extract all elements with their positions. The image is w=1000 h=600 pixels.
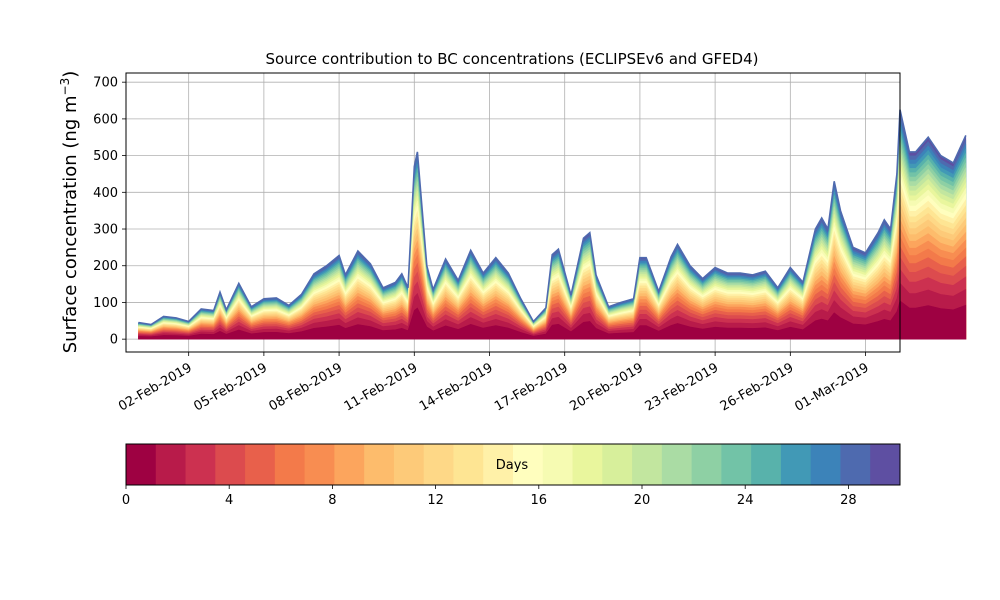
colorbar-swatch	[691, 444, 722, 485]
x-axis-ticks: 02-Feb-201905-Feb-201908-Feb-201911-Feb-…	[116, 352, 872, 415]
colorbar	[126, 444, 901, 485]
x-tick-label: 23-Feb-2019	[643, 360, 722, 414]
x-tick-label: 01-Mar-2019	[792, 360, 871, 414]
x-tick-label: 17-Feb-2019	[492, 360, 571, 414]
plot-frame	[125, 72, 901, 353]
colorbar-swatch	[721, 444, 752, 485]
age-band-area	[138, 282, 967, 340]
colorbar-swatch	[185, 444, 216, 485]
colorbar-tick-label: 8	[328, 493, 336, 508]
colorbar-tick-label: 20	[634, 493, 651, 508]
age-band-area	[138, 300, 967, 340]
x-tick-label: 14-Feb-2019	[417, 360, 496, 414]
x-tick-label: 20-Feb-2019	[567, 360, 646, 414]
colorbar-swatch	[155, 444, 187, 485]
colorbar-swatch	[483, 444, 514, 485]
colorbar-swatch	[215, 444, 246, 485]
colorbar-swatch	[780, 444, 812, 485]
colorbar-label: Days	[496, 458, 529, 473]
colorbar-tick-label: 0	[122, 493, 130, 508]
y-tick-label: 300	[93, 223, 118, 238]
colorbar-swatch	[542, 444, 574, 485]
colorbar-swatch	[661, 444, 693, 485]
x-tick-label: 11-Feb-2019	[342, 360, 421, 414]
chart-title: Source contribution to BC concentrations…	[265, 50, 758, 68]
y-tick-label: 700	[93, 76, 118, 91]
y-axis-label-text: Surface concentration (ng m	[60, 95, 81, 353]
colorbar-swatch	[274, 444, 306, 485]
y-tick-label: 500	[93, 149, 118, 164]
colorbar-tick-label: 4	[225, 493, 233, 508]
y-tick-label: 100	[93, 296, 118, 311]
colorbar-swatch	[572, 444, 603, 485]
colorbar-swatch	[632, 444, 663, 485]
colorbar-swatch	[423, 444, 454, 485]
colorbar-tick-label: 16	[531, 493, 548, 508]
colorbar-swatch	[751, 444, 782, 485]
colorbar-swatch	[334, 444, 365, 485]
y-tick-label: 400	[93, 186, 118, 201]
y-tick-label: 200	[93, 259, 118, 274]
y-tick-label: 600	[93, 112, 118, 127]
y-axis-ticks: 0 100 200 300 400 500 600 700	[93, 76, 126, 348]
colorbar-swatch	[364, 444, 395, 485]
age-band-area	[138, 268, 967, 340]
colorbar-frame	[125, 443, 901, 486]
colorbar-swatch	[245, 444, 276, 485]
y-axis-label: Surface concentration (ng m−3)	[58, 71, 81, 354]
colorbar-swatch	[393, 444, 425, 485]
colorbar-swatch	[513, 444, 544, 485]
colorbar-swatch	[304, 444, 335, 485]
colorbar-swatch	[126, 444, 157, 485]
y-tick-label: 0	[110, 333, 118, 348]
x-tick-label: 26-Feb-2019	[718, 360, 797, 414]
x-tick-label: 02-Feb-2019	[116, 360, 195, 414]
colorbar-tick-label: 28	[840, 493, 857, 508]
y-axis-label-exponent: −3	[58, 78, 72, 96]
age-band-area	[138, 256, 967, 340]
colorbar-swatch	[840, 444, 871, 485]
x-tick-label: 05-Feb-2019	[191, 360, 270, 414]
colorbar-swatch	[602, 444, 633, 485]
stacked-areas	[138, 109, 967, 340]
x-tick-label: 08-Feb-2019	[267, 360, 346, 414]
colorbar-tick-label: 24	[737, 493, 754, 508]
total-line	[138, 109, 967, 326]
colorbar-swatch	[870, 444, 901, 485]
y-axis-label-close: )	[60, 71, 81, 78]
colorbar-ticks: 0 4 8 12 16 20 24 28	[122, 485, 857, 508]
colorbar-tick-label: 12	[427, 493, 444, 508]
colorbar-swatch	[453, 444, 484, 485]
colorbar-swatch	[810, 444, 841, 485]
